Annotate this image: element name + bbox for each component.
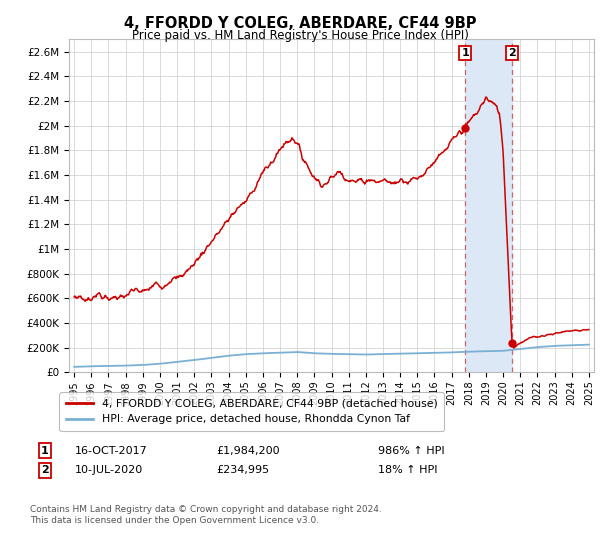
Text: 2: 2 bbox=[41, 465, 49, 475]
Text: 10-JUL-2020: 10-JUL-2020 bbox=[75, 465, 143, 475]
Bar bbox=[465, 39, 512, 372]
Text: 2: 2 bbox=[508, 48, 516, 58]
Text: 4, FFORDD Y COLEG, ABERDARE, CF44 9BP: 4, FFORDD Y COLEG, ABERDARE, CF44 9BP bbox=[124, 16, 476, 31]
Text: 18% ↑ HPI: 18% ↑ HPI bbox=[378, 465, 437, 475]
Text: Contains HM Land Registry data © Crown copyright and database right 2024.
This d: Contains HM Land Registry data © Crown c… bbox=[30, 505, 382, 525]
Text: Price paid vs. HM Land Registry's House Price Index (HPI): Price paid vs. HM Land Registry's House … bbox=[131, 29, 469, 42]
Text: 16-OCT-2017: 16-OCT-2017 bbox=[75, 446, 148, 456]
Text: £1,984,200: £1,984,200 bbox=[216, 446, 280, 456]
Text: 986% ↑ HPI: 986% ↑ HPI bbox=[378, 446, 445, 456]
Legend: 4, FFORDD Y COLEG, ABERDARE, CF44 9BP (detached house), HPI: Average price, deta: 4, FFORDD Y COLEG, ABERDARE, CF44 9BP (d… bbox=[59, 393, 444, 431]
Text: £234,995: £234,995 bbox=[216, 465, 269, 475]
Text: 1: 1 bbox=[461, 48, 469, 58]
Text: 1: 1 bbox=[41, 446, 49, 456]
